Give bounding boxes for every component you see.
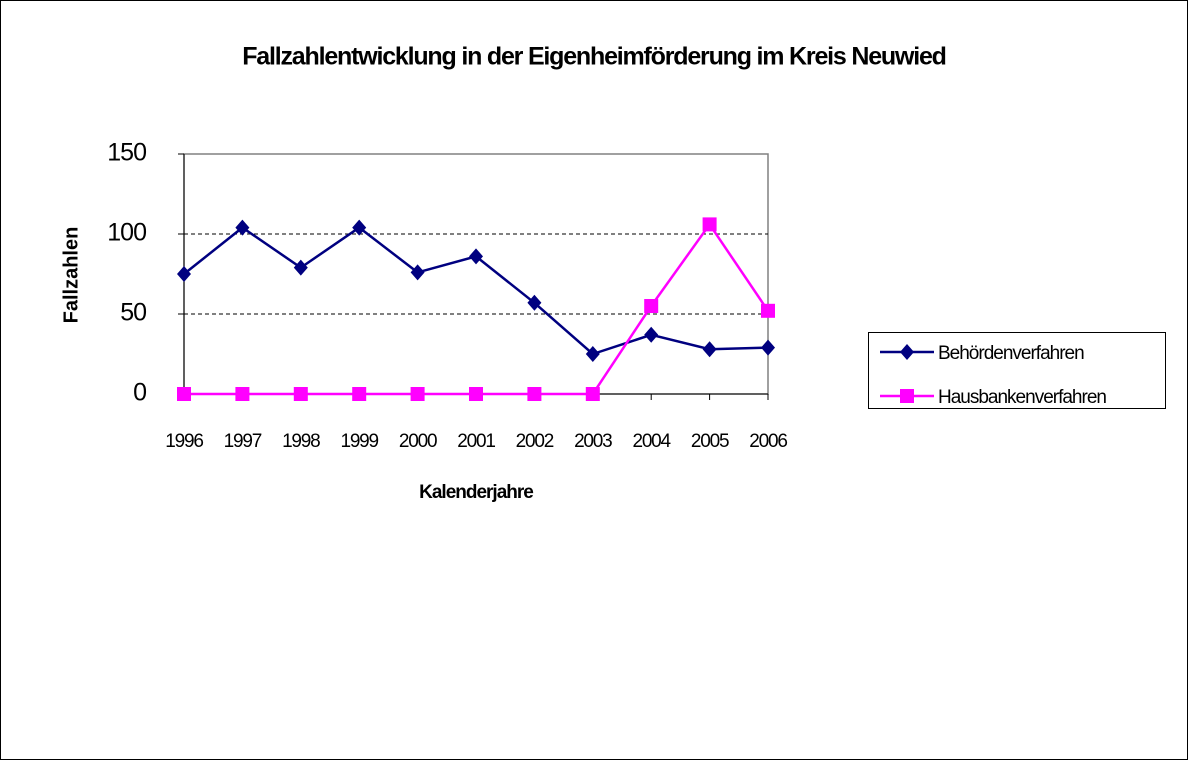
marker [352, 387, 367, 401]
marker [527, 387, 542, 401]
marker [177, 387, 191, 401]
plot-area [183, 153, 769, 395]
legend-label: Behördenverfahren [938, 343, 1084, 364]
y-tick-label: 100 [107, 219, 146, 247]
x-tick-label: 2006 [749, 431, 787, 452]
x-tick-label: 2001 [457, 431, 495, 452]
y-tick-label: 50 [120, 299, 146, 327]
x-tick-label: 1996 [165, 431, 203, 452]
y-tick-label: 150 [107, 139, 146, 167]
marker [702, 341, 717, 358]
x-tick-label: 2002 [516, 431, 554, 452]
x-tick-label: 2003 [574, 431, 612, 452]
x-tick-label: 2000 [399, 431, 437, 452]
chart-title: Fallzahlentwicklung in der Eigenheimförd… [242, 43, 946, 71]
marker [410, 387, 425, 401]
marker [702, 217, 717, 232]
x-tick-label: 1999 [340, 431, 378, 452]
x-tick-label: 2004 [632, 431, 671, 452]
marker [293, 259, 308, 276]
marker [585, 346, 600, 362]
marker [900, 344, 914, 360]
y-tick-label: 0 [133, 379, 146, 407]
marker [469, 387, 483, 401]
marker [761, 303, 775, 318]
x-tick-label: 1997 [224, 431, 262, 452]
marker [235, 387, 250, 401]
legend-label: Hausbankenverfahren [938, 387, 1106, 408]
marker [352, 219, 367, 236]
marker [469, 248, 483, 265]
marker [235, 219, 250, 236]
marker [293, 387, 308, 401]
x-tick-label: 2005 [691, 431, 729, 452]
marker [761, 339, 775, 356]
marker [900, 389, 914, 403]
marker [644, 299, 659, 313]
x-tick-label: 1998 [282, 431, 320, 452]
marker [527, 294, 542, 311]
marker [585, 387, 600, 401]
x-axis-label: Kalenderjahre [419, 482, 533, 503]
marker [177, 266, 191, 282]
y-axis-label: Fallzahlen [60, 227, 82, 324]
marker [644, 326, 659, 343]
marker [410, 264, 425, 281]
